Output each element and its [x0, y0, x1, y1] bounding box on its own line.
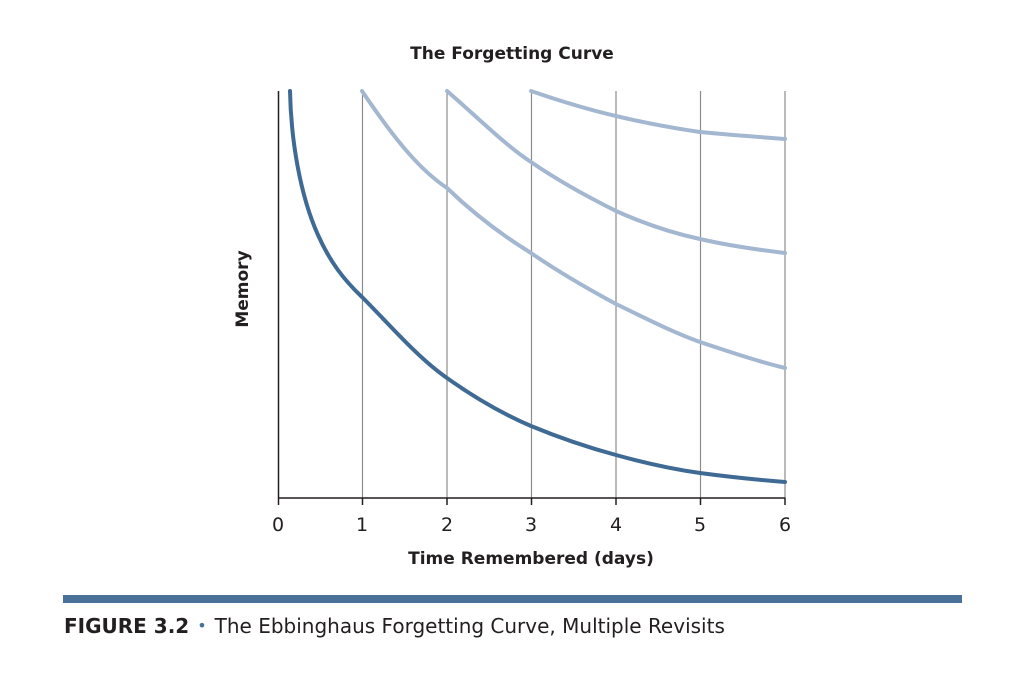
x-tick-6: 6 [778, 514, 792, 536]
gridlines [361, 91, 786, 498]
chart-title: The Forgetting Curve [410, 44, 614, 64]
x-tick-5: 5 [693, 514, 707, 536]
x-axis-label: Time Remembered (days) [408, 549, 654, 569]
caption-divider [63, 595, 962, 603]
figure-caption: FIGURE 3.2 • The Ebbinghaus Forgetting Cur… [64, 614, 725, 638]
x-tick-2: 2 [440, 514, 454, 536]
revisit-curve-day3 [529, 89, 787, 141]
bullet-separator-icon: • [197, 616, 207, 635]
primary-forgetting-curve [288, 89, 787, 484]
x-tick-3: 3 [524, 514, 538, 536]
axes [277, 91, 786, 505]
y-axis-label: Memory [233, 250, 253, 328]
x-tick-4: 4 [609, 514, 623, 536]
x-tick-0: 0 [271, 514, 285, 536]
revisit-curve-day1 [360, 89, 787, 370]
caption-text: The Ebbinghaus Forgetting Curve, Multipl… [214, 614, 725, 638]
x-tick-1: 1 [355, 514, 369, 536]
revisit-curve-day2 [445, 89, 787, 255]
figure-label: FIGURE 3.2 [64, 614, 190, 638]
